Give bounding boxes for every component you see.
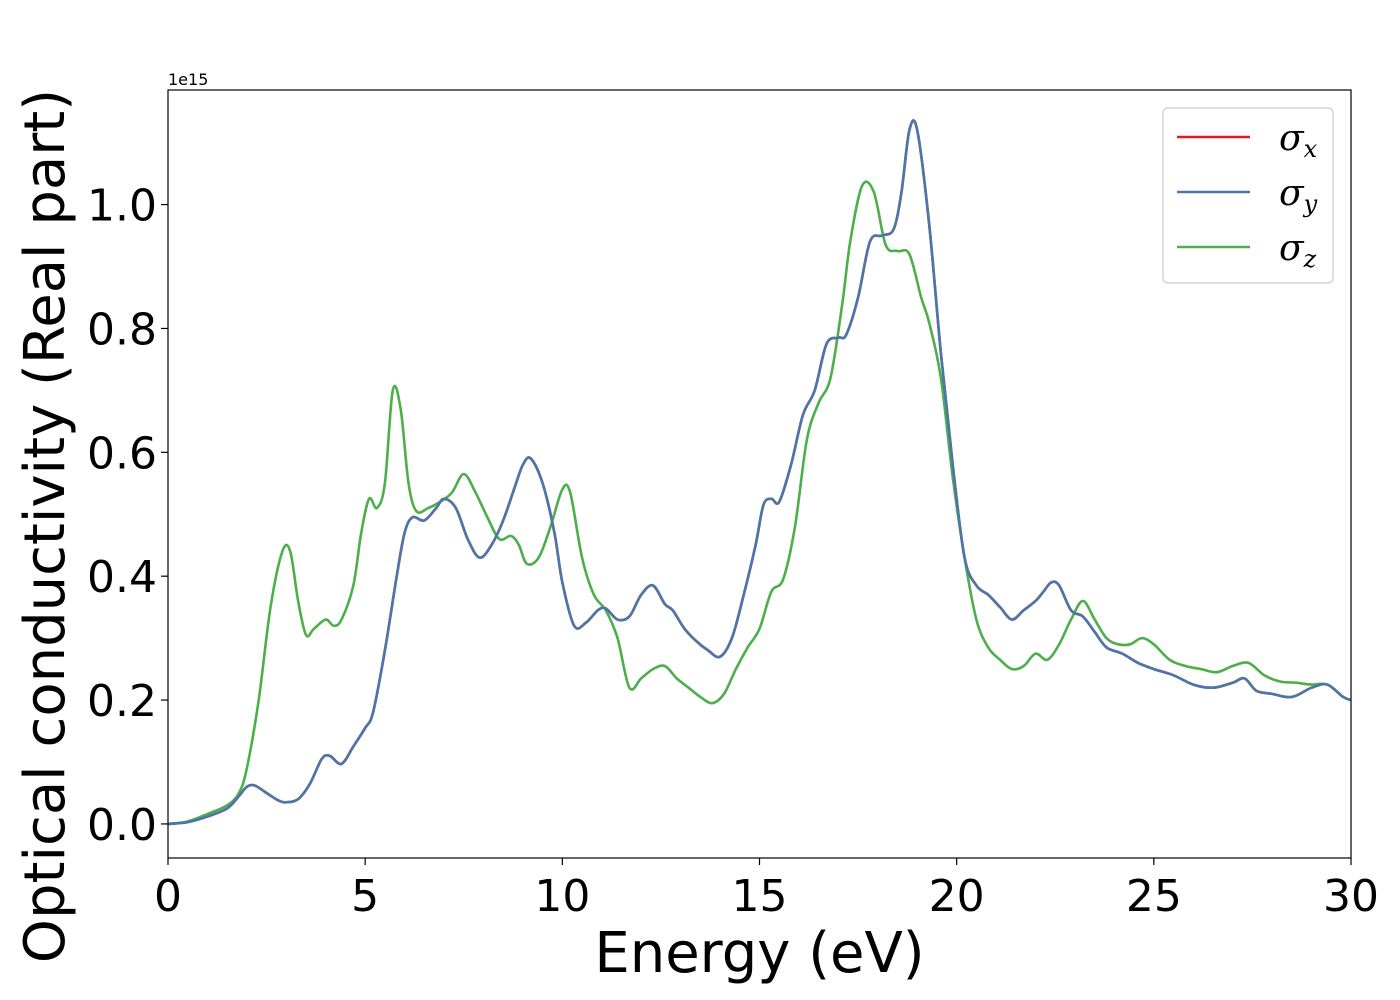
legend: σx σy σz bbox=[1162, 107, 1334, 284]
x-tick-label: 5 bbox=[351, 871, 379, 922]
x-axis-ticks: 0 5 10 15 20 25 30 bbox=[154, 858, 1379, 922]
y-tick-label: 1.0 bbox=[87, 181, 157, 232]
y-axis-label: Optical conductivity (Real part) bbox=[13, 89, 78, 963]
x-tick-label: 25 bbox=[1126, 871, 1182, 922]
series-group bbox=[168, 119, 1351, 826]
series-line-y bbox=[168, 119, 1351, 826]
y-axis-ticks: 0.0 0.2 0.4 0.6 0.8 1.0 bbox=[87, 181, 168, 851]
y-axis-offset-label: 1e15 bbox=[168, 70, 208, 89]
series-line-z bbox=[168, 180, 1351, 826]
legend-label-y: σy bbox=[1279, 173, 1318, 218]
y-tick-label: 0.0 bbox=[87, 800, 157, 851]
legend-box bbox=[1162, 107, 1334, 284]
y-tick-label: 0.2 bbox=[87, 676, 157, 727]
plot-area bbox=[167, 89, 1352, 859]
x-axis-label: Energy (eV) bbox=[594, 921, 924, 986]
x-tick-label: 20 bbox=[929, 871, 985, 922]
x-tick-label: 30 bbox=[1323, 871, 1379, 922]
x-tick-label: 0 bbox=[154, 871, 182, 922]
y-tick-label: 0.8 bbox=[87, 304, 157, 355]
x-tick-label: 15 bbox=[732, 871, 788, 922]
y-tick-label: 0.6 bbox=[87, 428, 157, 479]
y-tick-label: 0.4 bbox=[87, 552, 157, 603]
x-tick-label: 10 bbox=[534, 871, 590, 922]
legend-label-z: σz bbox=[1279, 228, 1317, 273]
legend-label-x: σx bbox=[1279, 118, 1318, 163]
